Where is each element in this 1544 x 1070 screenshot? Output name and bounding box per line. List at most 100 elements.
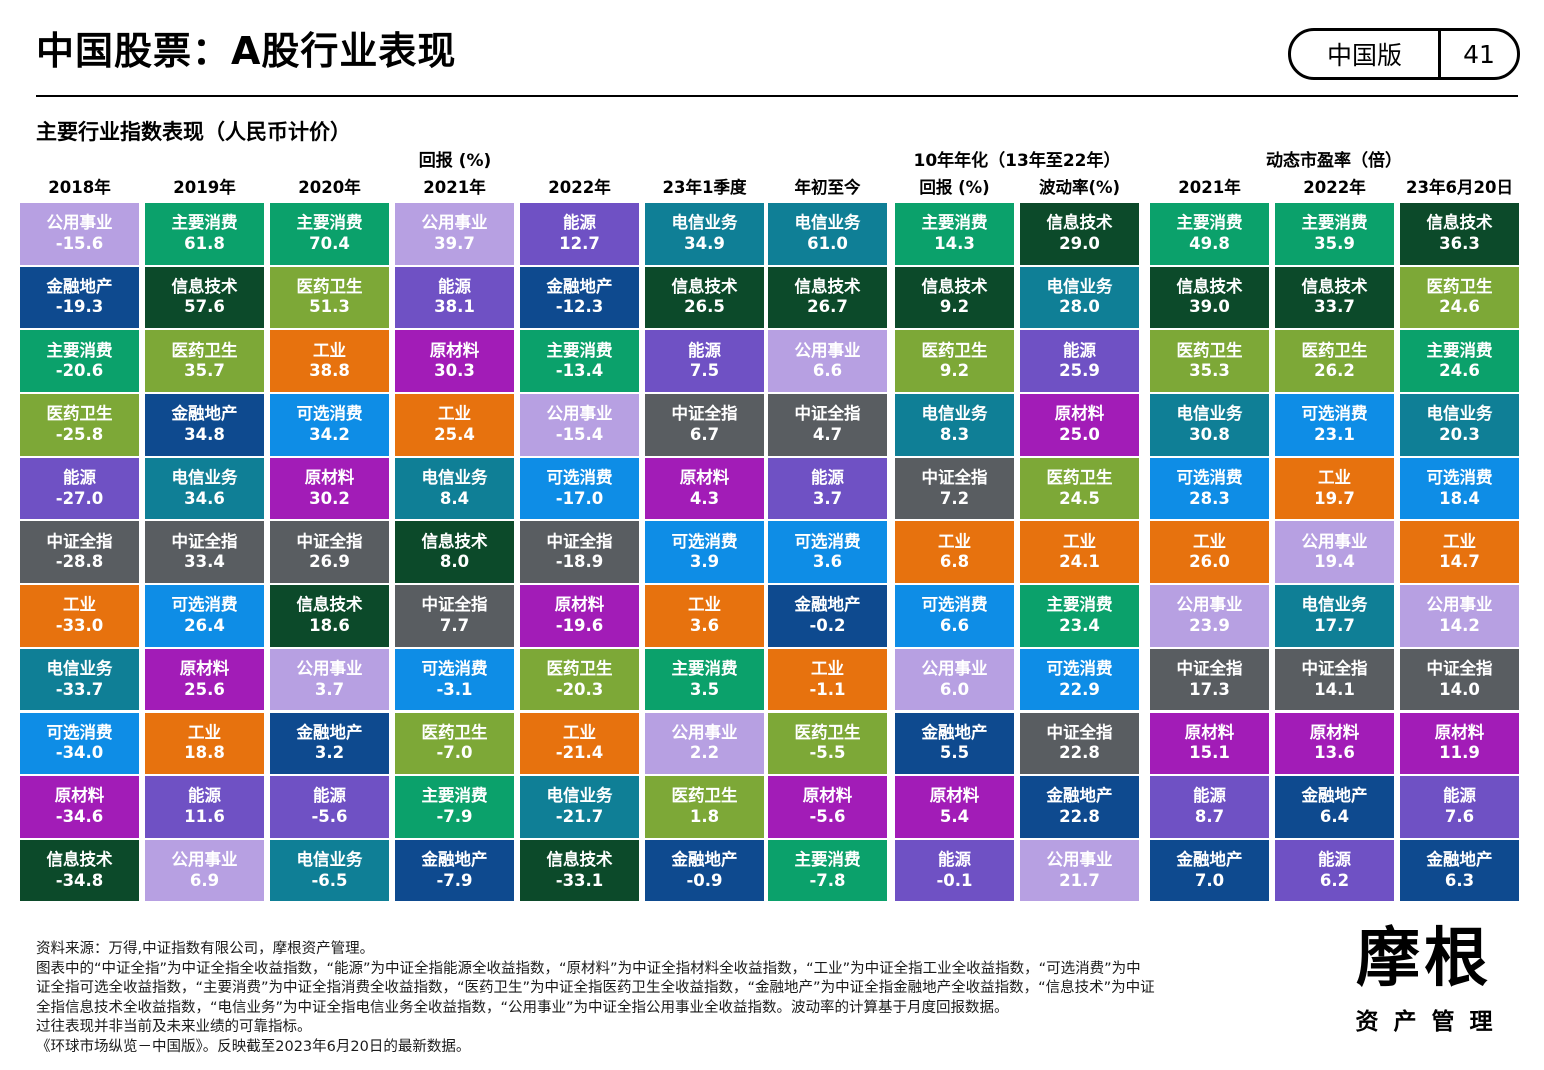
- sector-name: 公用事业: [421, 213, 488, 233]
- sector-name: 能源: [438, 276, 471, 296]
- sector-name: 电信业务: [1046, 276, 1113, 296]
- sector-value: -7.8: [809, 870, 846, 890]
- column-3: 公用事业 39.7 能源 38.1 原材料 30.3 工业 25.4 电信业务 8.4 信息技术 8.…: [395, 203, 514, 904]
- sector-name: 原材料: [429, 340, 480, 360]
- sector-cell: 可选消费 6.6: [895, 585, 1014, 647]
- sector-name: 电信业务: [46, 659, 113, 679]
- sector-cell: 主要消费 -7.9: [395, 776, 514, 838]
- sector-value: -27.0: [55, 488, 104, 508]
- column-header-5: 23年1季度: [662, 178, 747, 197]
- sector-value: 25.0: [1059, 424, 1100, 444]
- group-header-ten-year-annualized: 10年年化（13年至22年）: [913, 151, 1121, 171]
- sector-cell: 中证全指 -18.9: [520, 521, 639, 583]
- sector-name: 电信业务: [1176, 404, 1243, 424]
- sector-name: 主要消费: [1426, 340, 1493, 360]
- sector-cell: 金融地产 -0.9: [645, 839, 764, 902]
- sector-name: 中证全指: [1046, 722, 1113, 742]
- sector-name: 金融地产: [1426, 850, 1493, 870]
- sector-cell: 信息技术 57.6: [145, 266, 264, 329]
- sector-name: 公用事业: [794, 340, 861, 360]
- sector-name: 信息技术: [1426, 213, 1493, 233]
- sector-value: -6.5: [311, 870, 348, 890]
- logo-wordmark: 摩根: [1356, 921, 1492, 996]
- sector-value: -34.0: [55, 743, 104, 763]
- sector-value: 21.7: [1059, 870, 1100, 890]
- sector-cell: 中证全指 7.2: [895, 457, 1014, 520]
- sector-value: 25.9: [1059, 361, 1100, 381]
- sector-cell: 工业 3.6: [645, 585, 764, 647]
- sector-cell: 主要消费 3.5: [645, 648, 764, 711]
- sector-cell: 可选消费 18.4: [1400, 457, 1519, 520]
- sector-value: 6.2: [1319, 870, 1350, 890]
- sector-name: 可选消费: [46, 722, 113, 742]
- sector-cell: 工业 25.4: [395, 394, 514, 456]
- sector-cell: 工业 -33.0: [20, 585, 139, 647]
- sector-name: 金融地产: [1176, 850, 1243, 870]
- sector-value: -5.6: [809, 806, 846, 826]
- sector-cell: 信息技术 36.3: [1400, 203, 1519, 265]
- sector-cell: 金融地产 3.2: [270, 712, 389, 774]
- sector-name: 金融地产: [921, 722, 988, 742]
- sector-value: 13.6: [1314, 743, 1355, 763]
- sector-value: 39.7: [434, 233, 475, 253]
- chart-subtitle: 主要行业指数表现（人民币计价）: [36, 120, 351, 144]
- sector-value: 6.3: [1444, 870, 1475, 890]
- sector-name: 公用事业: [1046, 850, 1113, 870]
- sector-value: 8.0: [439, 552, 470, 572]
- sector-value: 22.8: [1059, 743, 1100, 763]
- sector-cell: 主要消费 35.9: [1275, 203, 1394, 265]
- sector-cell: 电信业务 17.7: [1275, 585, 1394, 647]
- sector-cell: 金融地产 -0.2: [768, 585, 887, 647]
- column-header-6: 年初至今: [794, 178, 861, 197]
- sector-name: 金融地产: [1046, 786, 1113, 806]
- sector-value: 25.6: [184, 679, 225, 699]
- footnote-line: 过往表现并非当前及未来业绩的可靠指标。: [36, 1019, 312, 1035]
- sector-value: 23.9: [1189, 615, 1230, 635]
- sector-cell: 金融地产 6.4: [1275, 776, 1394, 838]
- sector-name: 信息技术: [546, 850, 613, 870]
- sector-value: 4.3: [689, 488, 720, 508]
- sector-value: 17.7: [1314, 615, 1355, 635]
- sector-name: 电信业务: [794, 213, 861, 233]
- column-header-10: 2022年: [1303, 178, 1366, 197]
- sector-value: 23.1: [1314, 424, 1355, 444]
- sector-value: 6.7: [689, 424, 720, 444]
- sector-name: 电信业务: [546, 786, 613, 806]
- sector-cell: 工业 14.7: [1400, 521, 1519, 583]
- sector-cell: 能源 7.5: [645, 330, 764, 392]
- sector-name: 电信业务: [1426, 404, 1493, 424]
- sector-value: 26.4: [184, 615, 225, 635]
- sector-value: 12.7: [559, 233, 600, 253]
- sector-cell: 原材料 25.6: [145, 648, 264, 711]
- footnote-line: 《环球市场纵览－中国版》。反映截至2023年6月20日的最新数据。: [36, 1038, 471, 1055]
- sector-value: -33.1: [555, 870, 604, 890]
- sector-name: 中证全指: [46, 531, 113, 551]
- sector-value: -15.6: [55, 233, 104, 253]
- sector-cell: 能源 7.6: [1400, 776, 1519, 838]
- sector-name: 金融地产: [1301, 786, 1368, 806]
- sector-value: 6.4: [1319, 806, 1350, 826]
- sector-value: 34.6: [184, 488, 225, 508]
- sector-cell: 能源 3.7: [768, 457, 887, 520]
- sector-name: 信息技术: [1046, 213, 1113, 233]
- sector-name: 可选消费: [671, 531, 738, 551]
- sector-value: 9.2: [939, 361, 970, 381]
- sector-value: 61.0: [807, 233, 848, 253]
- column-header-2: 2020年: [298, 178, 361, 197]
- sector-name: 主要消费: [546, 340, 613, 360]
- sector-cell: 信息技术 18.6: [270, 585, 389, 647]
- sector-value: -7.0: [436, 743, 473, 763]
- sector-cell: 医药卫生 -25.8: [20, 394, 139, 456]
- column-header-3: 2021年: [423, 178, 486, 197]
- column-2: 主要消费 70.4 医药卫生 51.3 工业 38.8 可选消费 34.2 原材料 30.2 中证全…: [270, 203, 389, 904]
- sector-value: 22.9: [1059, 679, 1100, 699]
- sector-cell: 工业 19.7: [1275, 457, 1394, 520]
- sector-name: 公用事业: [171, 850, 238, 870]
- sector-value: 6.6: [812, 361, 843, 381]
- sector-cell: 中证全指 6.7: [645, 394, 764, 456]
- sector-value: 3.6: [689, 615, 720, 635]
- sector-value: 33.4: [184, 552, 225, 572]
- sector-value: 18.4: [1439, 488, 1480, 508]
- sector-name: 主要消费: [421, 786, 488, 806]
- sector-name: 工业: [438, 404, 471, 424]
